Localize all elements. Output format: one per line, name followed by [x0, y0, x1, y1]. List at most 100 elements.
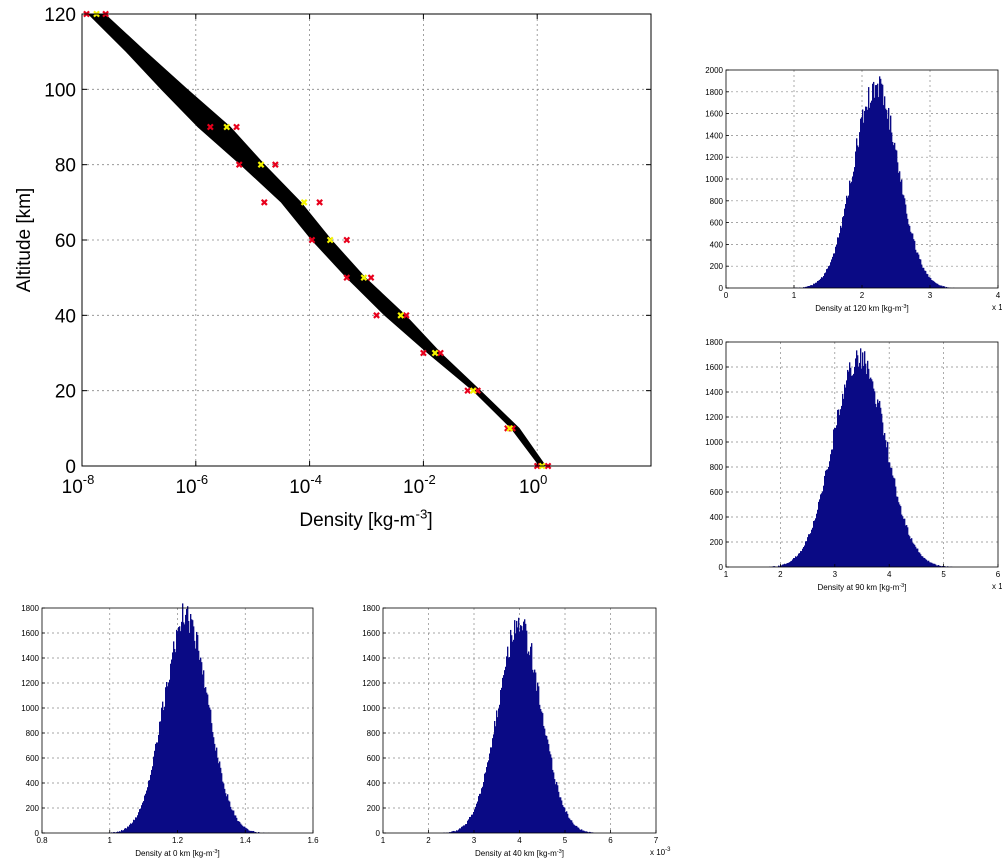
histogram-bar — [582, 830, 584, 833]
yellow-marker — [223, 123, 231, 131]
histogram-bar — [898, 502, 900, 567]
histogram-bar — [524, 619, 526, 833]
histogram-bar — [878, 97, 880, 288]
histogram-bar — [134, 820, 136, 833]
histogram-bar — [169, 679, 171, 833]
histogram-bar — [921, 264, 923, 288]
histogram-bar — [194, 640, 196, 833]
histogram-bar — [924, 270, 926, 288]
histogram-bar — [895, 149, 897, 288]
main-xtick-label: 100 — [519, 472, 547, 498]
histogram-bar — [137, 815, 139, 833]
histogram-bar — [815, 518, 817, 567]
histogram-bar — [243, 826, 245, 833]
histogram-bar — [158, 734, 160, 833]
histogram-bar — [567, 813, 569, 833]
histogram-bar — [557, 785, 559, 833]
histogram-bar — [803, 287, 805, 288]
histogram-bar — [461, 826, 463, 833]
main-xtick-label: 10-6 — [175, 472, 208, 498]
histogram-bar — [577, 827, 579, 833]
histogram-bar — [932, 563, 934, 567]
histogram-bar — [885, 440, 887, 567]
histogram-bar — [842, 217, 844, 288]
histogram-bar — [940, 565, 942, 567]
histogram-bar — [244, 826, 246, 833]
histogram-bar — [819, 499, 821, 567]
histogram-bar — [481, 788, 483, 833]
histogram-bar — [918, 254, 920, 288]
histogram-bar — [479, 793, 481, 833]
histogram-bar — [504, 670, 506, 833]
histogram-bar — [896, 496, 898, 567]
histogram-bar — [570, 820, 572, 833]
histogram-bar — [892, 475, 894, 567]
histogram-bar — [791, 560, 793, 567]
histogram-bar — [823, 485, 825, 567]
histogram-bar — [869, 378, 871, 567]
main-ytick-label: 80 — [55, 156, 76, 177]
histogram-h120: 0 1 2 3 4 0 200 400 600 800 1000 1200 1400 1600 1800 20… — [705, 66, 1002, 313]
histogram-bar — [138, 812, 140, 833]
histogram-bar — [185, 614, 187, 833]
histogram-bar — [911, 233, 913, 288]
histogram-ytick-label: 600 — [710, 488, 724, 497]
histogram-bar — [118, 831, 120, 833]
histogram-bar — [821, 493, 823, 567]
histogram-bar — [870, 102, 872, 288]
histogram-bar — [817, 280, 819, 288]
histogram-bar — [216, 747, 218, 833]
histogram-bar — [523, 621, 525, 833]
histogram-xlabel-text: Density at 90 km [kg-m — [817, 583, 899, 592]
histogram-bar — [515, 633, 517, 833]
histogram-bars — [108, 603, 270, 833]
histogram-bar — [140, 808, 142, 833]
histogram-bar — [519, 631, 521, 833]
histogram-bar — [529, 655, 531, 833]
histogram-bar — [930, 278, 932, 288]
histogram-bar — [891, 468, 893, 567]
red-marker — [235, 161, 243, 169]
histogram-bar — [450, 832, 452, 833]
histogram-bar — [887, 118, 889, 288]
histogram-xtick-label: 1 — [792, 291, 797, 300]
yellow-marker — [360, 274, 368, 282]
main-xtick-label: 10-2 — [403, 472, 436, 498]
histogram-bar — [794, 558, 796, 567]
histogram-bar — [252, 831, 254, 833]
histogram-bar — [831, 449, 833, 567]
histogram-bar — [145, 793, 147, 833]
histogram-bar — [914, 240, 916, 288]
histogram-bar — [564, 807, 566, 833]
histogram-bar — [853, 373, 855, 567]
histogram-bar — [827, 469, 829, 567]
histogram-bar — [470, 816, 472, 833]
histogram-bar — [909, 536, 911, 567]
histogram-bar — [851, 181, 853, 288]
histogram-bar — [859, 362, 861, 567]
histogram-bar — [217, 757, 219, 833]
histogram-bar — [826, 269, 828, 288]
histogram-bar — [844, 208, 846, 288]
histogram-xtick-label: 6 — [996, 570, 1001, 579]
histogram-bar — [536, 690, 538, 833]
histogram-bar — [517, 627, 519, 833]
histogram-bar — [227, 794, 229, 833]
histogram-bar — [867, 360, 869, 567]
histogram-bar — [833, 253, 835, 288]
histogram-bar — [175, 652, 177, 833]
red-marker — [260, 198, 268, 206]
histogram-bar — [482, 786, 484, 833]
histogram-ytick-label: 1800 — [362, 604, 380, 613]
histogram-bar — [249, 830, 251, 833]
histogram-bar — [939, 565, 941, 567]
histogram-bar — [905, 525, 907, 567]
yellow-marker — [397, 311, 405, 319]
histogram-bar — [942, 565, 944, 567]
histogram-bar — [800, 551, 802, 567]
histogram-bar — [480, 793, 482, 833]
histogram-bar — [247, 829, 249, 833]
yellow-marker — [257, 161, 265, 169]
histogram-bar — [126, 828, 128, 833]
histogram-bar — [833, 429, 835, 567]
